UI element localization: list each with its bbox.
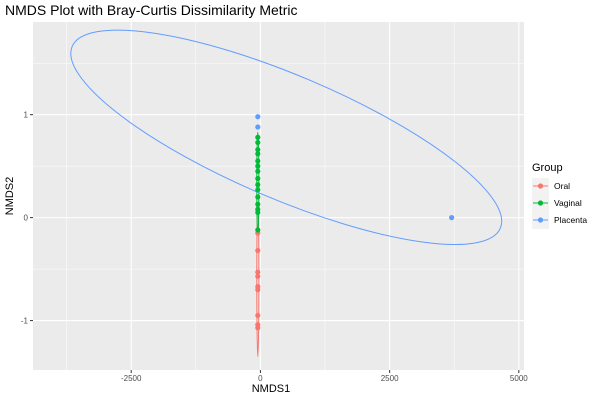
legend-key-point (537, 183, 544, 189)
point-placenta (255, 114, 261, 120)
point-oral (255, 287, 261, 293)
point-vaginal (255, 139, 261, 146)
chart-title: NMDS Plot with Bray-Curtis Dissimilarity… (5, 2, 297, 18)
point-oral (255, 312, 261, 319)
ellipse-placenta (70, 29, 503, 246)
point-vaginal (255, 151, 261, 157)
point-placenta (449, 215, 455, 221)
point-vaginal (255, 201, 261, 207)
y-tick-label: 0 (24, 214, 29, 223)
point-vaginal (255, 168, 261, 174)
x-tick-label: 0 (258, 374, 263, 383)
point-vaginal (255, 194, 261, 200)
legend-title: Group (532, 162, 563, 174)
legend: Group Oral Vaginal Placenta (532, 162, 587, 229)
x-axis: -2500 0 2500 5000 (121, 370, 528, 383)
legend-label-oral: Oral (554, 181, 570, 191)
point-vaginal (255, 209, 261, 216)
legend-key-point (537, 217, 544, 223)
major-gridlines (33, 22, 524, 370)
x-tick-label: 5000 (510, 374, 528, 383)
legend-label-placenta: Placenta (554, 215, 587, 225)
y-tick-label: -1 (21, 317, 29, 326)
point-placenta (255, 124, 261, 130)
legend-label-vaginal: Vaginal (554, 198, 582, 208)
point-vaginal (255, 147, 261, 153)
point-vaginal (255, 163, 261, 169)
point-vaginal (255, 158, 261, 164)
point-oral (255, 269, 261, 275)
x-tick-label: 2500 (381, 374, 399, 383)
y-tick-label: 1 (24, 111, 29, 120)
point-oral (255, 247, 261, 254)
plot-panel (33, 22, 524, 370)
point-oral (255, 273, 261, 279)
point-vaginal (255, 182, 261, 188)
minor-gridlines (33, 22, 524, 370)
x-tick-label: -2500 (121, 374, 142, 383)
y-axis-label: NMDS2 (4, 177, 16, 216)
y-axis: -1 0 1 (21, 111, 33, 326)
point-vaginal (255, 175, 261, 182)
point-vaginal (255, 227, 261, 233)
point-vaginal (255, 187, 261, 193)
legend-key-point (537, 200, 544, 206)
point-vaginal (255, 134, 261, 140)
data-points (255, 114, 455, 331)
point-oral (255, 325, 261, 331)
x-axis-label: NMDS1 (252, 383, 291, 395)
